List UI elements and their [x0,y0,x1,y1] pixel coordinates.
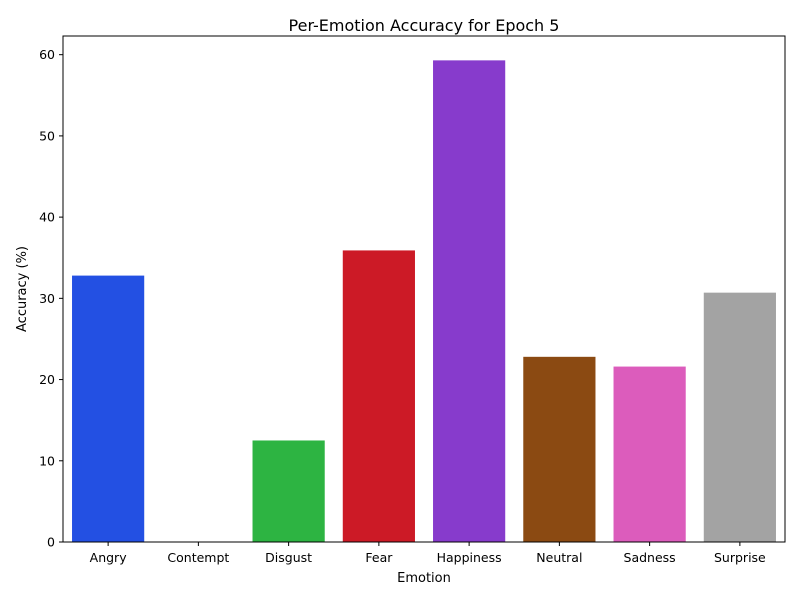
y-tick-label: 50 [39,128,55,143]
x-axis-label: Emotion [397,571,451,586]
x-tick-label: Angry [90,550,128,565]
x-tick-label: Contempt [167,550,229,565]
bars-group [72,60,776,543]
x-tick-label: Surprise [714,550,766,565]
chart-title: Per-Emotion Accuracy for Epoch 5 [289,16,560,35]
bar-neutral [523,356,596,542]
x-tick-label: Disgust [265,550,312,565]
bar-disgust [252,440,325,542]
y-tick-label: 60 [39,47,55,62]
y-tick-label: 40 [39,210,55,225]
y-tick-label: 10 [39,453,55,468]
bar-sadness [613,366,686,542]
bar-angry [72,275,145,542]
x-tick-label: Fear [365,550,393,565]
bar-surprise [703,292,776,542]
y-tick-label: 30 [39,291,55,306]
y-tick-label: 20 [39,372,55,387]
x-tick-label: Sadness [624,550,676,565]
plot-frame [62,35,786,543]
y-tick-label: 0 [47,535,55,550]
bar-happiness [433,60,506,543]
x-axis: Angry Contempt Disgust Fear Happiness Neutral… [90,542,766,565]
x-tick-label: Happiness [437,550,502,565]
y-axis-label: Accuracy (%) [15,246,30,332]
bar-fear [342,250,415,543]
y-axis: 0 10 20 30 40 50 60 [39,47,63,550]
x-tick-label: Neutral [536,550,582,565]
